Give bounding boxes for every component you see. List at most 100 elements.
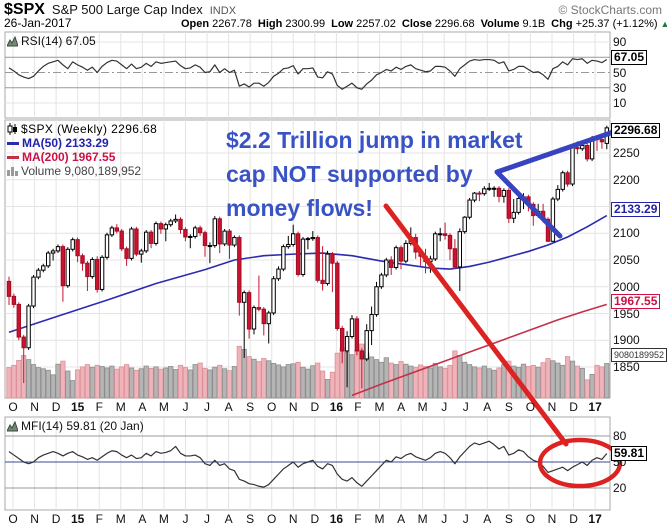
quote-date: 26-Jan-2017 [4,16,72,30]
price-axis-tick: 2200 [613,172,640,187]
month-axis-label: A [224,512,233,525]
volume-label: Volume [480,18,520,30]
month-axis-label: F [95,400,103,414]
indicator-mountain-icon [7,420,18,431]
candlestick-icon [7,123,17,135]
month-axis-label: 16 [329,400,344,414]
month-axis-label: D [51,512,61,525]
axis-value-box: 1967.55 [611,294,661,309]
indicator-mountain-icon [7,35,18,46]
month-axis-label: A [483,512,492,525]
month-axis-label: A [483,400,492,414]
high-label: High [257,18,283,30]
month-axis-label: N [30,400,39,414]
month-axis-label: F [354,400,362,414]
mfi-axis-tick: 80 [613,429,627,443]
month-axis-label: D [310,512,320,525]
month-axis-label: N [288,400,298,414]
price-axis-tick: 1850 [613,360,640,374]
month-axis-label: N [288,512,298,525]
axis-value-box: 59.81 [611,446,648,461]
price-axis-tick: 1900 [613,333,640,348]
spx-series-legend: $SPX (Weekly) 2296.68 [7,122,157,136]
annotation-line-1: $2.2 Trillion jump in market [226,127,523,153]
annotation-text: $2.2 Trillion jump in market cap NOT sup… [226,123,561,225]
month-axis-label: M [115,400,126,414]
spx-legend-text: $SPX (Weekly) 2296.68 [21,122,158,136]
ticker-symbol: $SPX [4,1,45,18]
month-axis-label: J [182,512,189,525]
month-axis-label: J [182,400,189,414]
month-axis-label: A [224,400,233,414]
exchange-code: INDX [209,5,237,17]
month-axis-label: N [30,512,39,525]
month-axis-label: A [138,512,147,525]
month-axis-label: 15 [70,512,85,525]
price-axis-tick: 2250 [613,146,640,160]
header-row-1: $SPX S&P 500 Large Cap Index INDX [4,1,236,19]
ma50-legend: MA(50) 2133.29 [7,136,109,150]
month-axis-label: F [95,512,103,525]
annotation-line-2: cap NOT supported by [226,161,473,187]
open-label: Open [181,18,210,30]
month-axis-label: J [462,512,469,525]
blue-wedge-annotation [494,126,625,239]
month-axis-label: O [525,512,536,525]
month-axis-label: O [267,400,277,414]
chg-label: Chg [551,18,573,30]
axis-value-box: 2133.29 [611,202,661,217]
month-axis-label: M [374,512,385,525]
volume-legend-text: Volume 9,080,189,952 [21,164,142,178]
month-axis-label: D [51,400,61,414]
low-label: Low [331,18,354,30]
chg-value: +25.37 (+1.12%) [575,18,658,30]
month-axis-label: N [547,400,557,414]
close-value: 2296.68 [434,18,475,30]
mfi-legend-text: MFI(14) 59.81 (20 Jan) [21,419,144,433]
header-quote-row: 26-Jan-2017 Open 2267.78 High 2300.99 Lo… [4,16,667,30]
month-axis-label: N [547,512,557,525]
month-axis-label: J [462,400,469,414]
month-axis-label: M [115,512,126,525]
rsi-axis-tick: 90 [613,35,627,49]
month-axis-label: S [504,400,513,414]
stockcharts-watermark: © StockCharts.com [558,3,662,17]
ma200-legend-text: MA(200) 1967.55 [22,150,116,164]
price-axis-tick: 2000 [613,279,640,294]
axis-value-box: 67.05 [611,50,648,65]
close-label: Close [401,18,432,30]
month-axis-label: A [138,400,147,414]
price-axis-tick: 2100 [613,226,640,241]
month-axis-label: F [354,512,362,525]
low-value: 2257.02 [356,18,396,30]
chg-up-arrow-icon: ▲ [660,19,667,29]
ma200-legend: MA(200) 1967.55 [7,150,115,164]
month-axis-label: 15 [70,400,85,414]
month-axis-label: O [8,512,18,525]
month-axis-label: S [504,512,513,525]
month-axis-label: D [310,400,320,414]
rsi-axis-tick: 10 [613,96,627,110]
ma50-line-swatch-icon [7,141,19,145]
month-axis-label: M [417,400,428,414]
month-axis-label: 16 [329,512,344,525]
month-axis-label: M [374,400,385,414]
volume-bars-icon [7,167,18,176]
month-axis-label: M [158,512,169,525]
volume-legend: Volume 9,080,189,952 [7,164,141,178]
month-axis-label: O [8,400,18,414]
annotation-line-3: money flows! [226,195,373,221]
month-axis-label: S [246,512,255,525]
price-axis-tick: 1950 [613,306,640,321]
rsi-panel-label: RSI(14) 67.05 [7,34,96,48]
month-axis-label: 17 [588,400,602,414]
red-ellipse-annotation [537,437,623,489]
month-axis-label: D [569,400,578,414]
month-axis-label: M [417,512,428,525]
price-axis-tick: 2050 [613,253,640,267]
month-axis-label: M [158,400,169,414]
month-axis-label: J [441,512,448,525]
month-axis-label: D [569,512,578,525]
